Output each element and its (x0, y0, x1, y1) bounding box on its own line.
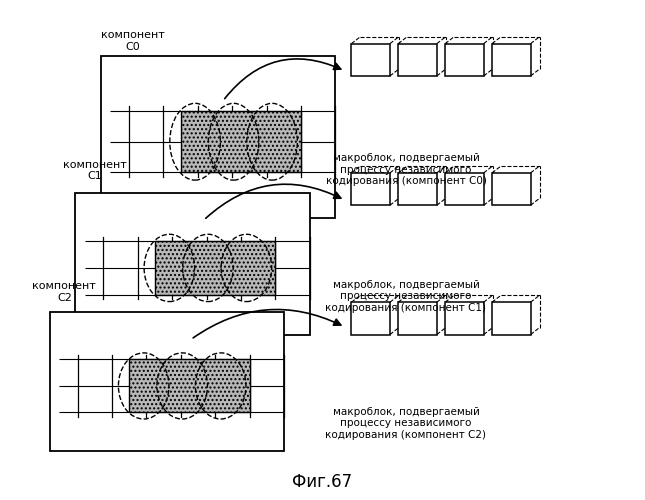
Text: Фиг.67: Фиг.67 (292, 473, 353, 491)
Bar (398, 44, 437, 76)
Bar (181, 111, 301, 172)
Bar (445, 302, 484, 334)
Bar (492, 173, 531, 205)
Text: макроблок, подвергаемый
процессу независимого
кодирования (компонент С0): макроблок, подвергаемый процессу независ… (326, 153, 486, 186)
Bar (129, 360, 250, 412)
Bar (101, 56, 335, 218)
Bar (181, 111, 301, 172)
Text: компонент
С2: компонент С2 (32, 282, 96, 303)
Bar (75, 193, 310, 334)
Bar (445, 44, 484, 76)
Bar (398, 302, 437, 334)
Bar (155, 241, 275, 295)
Bar (352, 44, 390, 76)
Bar (492, 302, 531, 334)
Bar (50, 312, 284, 452)
Bar (352, 173, 390, 205)
Text: компонент
С0: компонент С0 (101, 30, 165, 52)
Bar (492, 44, 531, 76)
Bar (398, 173, 437, 205)
Bar (155, 241, 275, 295)
Bar (129, 360, 250, 412)
Text: компонент
С1: компонент С1 (63, 160, 126, 181)
Text: макроблок, подвергаемый
процессу независимого
кодирования (компонент С1): макроблок, подвергаемый процессу независ… (326, 280, 486, 313)
Text: макроблок, подвергаемый
процессу независимого
кодирования (компонент С2): макроблок, подвергаемый процессу независ… (326, 406, 486, 440)
Bar (352, 302, 390, 334)
Bar (445, 173, 484, 205)
